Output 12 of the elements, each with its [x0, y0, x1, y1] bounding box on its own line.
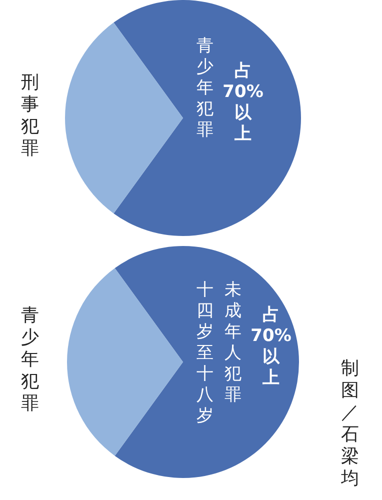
pie-slice	[114, 0, 301, 236]
text: 制图／石梁均	[340, 358, 359, 489]
slice-label: 青少年犯罪	[196, 36, 214, 140]
slice-label: 未成年人犯罪	[224, 280, 242, 405]
pie-slice	[67, 268, 183, 456]
data-label: 占70%以上	[250, 305, 292, 388]
text: 十四岁至十八岁	[196, 280, 214, 426]
text: 刑事犯罪	[21, 72, 39, 159]
data-label: 占70%以上	[222, 61, 264, 144]
pie-slice	[114, 246, 299, 478]
pie-slice	[65, 22, 183, 214]
text: 青少年犯罪	[21, 305, 39, 414]
